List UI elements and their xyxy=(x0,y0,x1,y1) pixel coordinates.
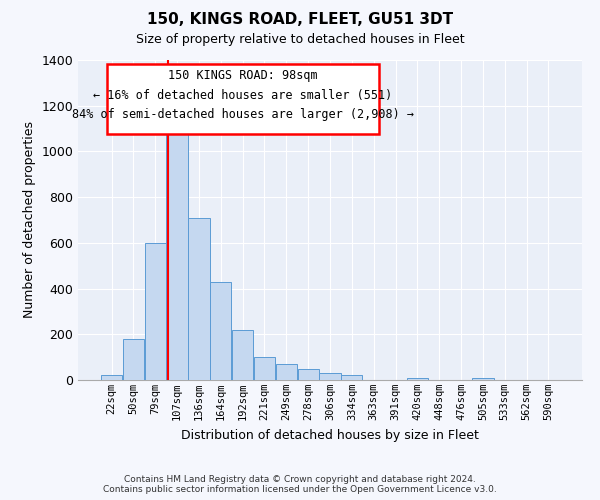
Bar xyxy=(341,376,362,380)
Bar xyxy=(276,364,297,380)
Text: Contains HM Land Registry data © Crown copyright and database right 2024.
Contai: Contains HM Land Registry data © Crown c… xyxy=(103,474,497,494)
Text: Size of property relative to detached houses in Fleet: Size of property relative to detached ho… xyxy=(136,32,464,46)
Bar xyxy=(101,376,122,380)
Bar xyxy=(166,128,188,380)
Text: ← 16% of detached houses are smaller (551): ← 16% of detached houses are smaller (55… xyxy=(94,89,392,102)
Bar xyxy=(123,339,144,380)
X-axis label: Distribution of detached houses by size in Fleet: Distribution of detached houses by size … xyxy=(181,428,479,442)
Bar xyxy=(407,378,428,380)
Bar xyxy=(254,357,275,380)
Bar xyxy=(472,378,494,380)
Bar xyxy=(145,243,166,380)
Bar xyxy=(319,373,341,380)
Y-axis label: Number of detached properties: Number of detached properties xyxy=(23,122,36,318)
Bar xyxy=(298,368,319,380)
Text: 84% of semi-detached houses are larger (2,908) →: 84% of semi-detached houses are larger (… xyxy=(72,108,414,121)
Text: 150, KINGS ROAD, FLEET, GU51 3DT: 150, KINGS ROAD, FLEET, GU51 3DT xyxy=(147,12,453,28)
Bar xyxy=(210,282,232,380)
Bar xyxy=(188,218,209,380)
Text: 150 KINGS ROAD: 98sqm: 150 KINGS ROAD: 98sqm xyxy=(168,69,318,82)
Bar xyxy=(232,330,253,380)
